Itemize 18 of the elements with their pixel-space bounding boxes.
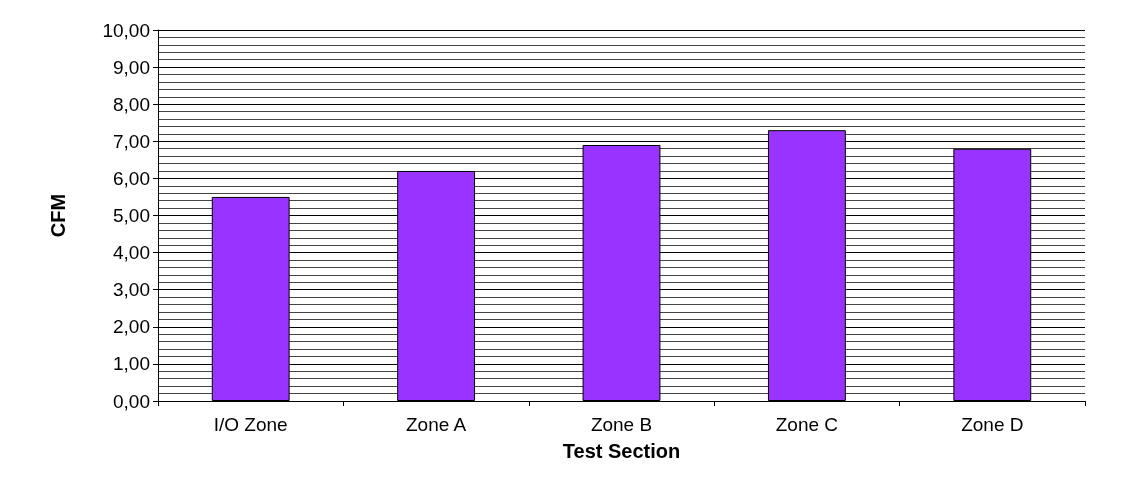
y-tick-label: 5,00 [113,205,150,226]
y-tick-label: 4,00 [113,242,150,264]
x-tick-label: Zone A [405,414,467,435]
y-axis-title: CFM [47,193,69,238]
y-tick-label: 2,00 [113,316,150,338]
y-tick-label: 3,00 [113,279,150,301]
y-tick-label: 10,00 [102,19,150,41]
x-axis-title: Test Section [562,440,681,462]
x-tick-label: I/O Zone [213,414,288,435]
x-tick-label: Zone C [775,414,839,435]
x-tick-label: Zone D [961,414,1024,435]
x-tick-label: Zone B [590,414,653,435]
y-tick-label: 0,00 [113,390,150,412]
y-tick-label: 8,00 [113,93,150,115]
y-tick-label: 7,00 [113,130,150,152]
y-tick-label: 1,00 [113,353,150,375]
y-tick-label: 9,00 [113,56,150,78]
y-tick-label: 6,00 [113,167,150,189]
